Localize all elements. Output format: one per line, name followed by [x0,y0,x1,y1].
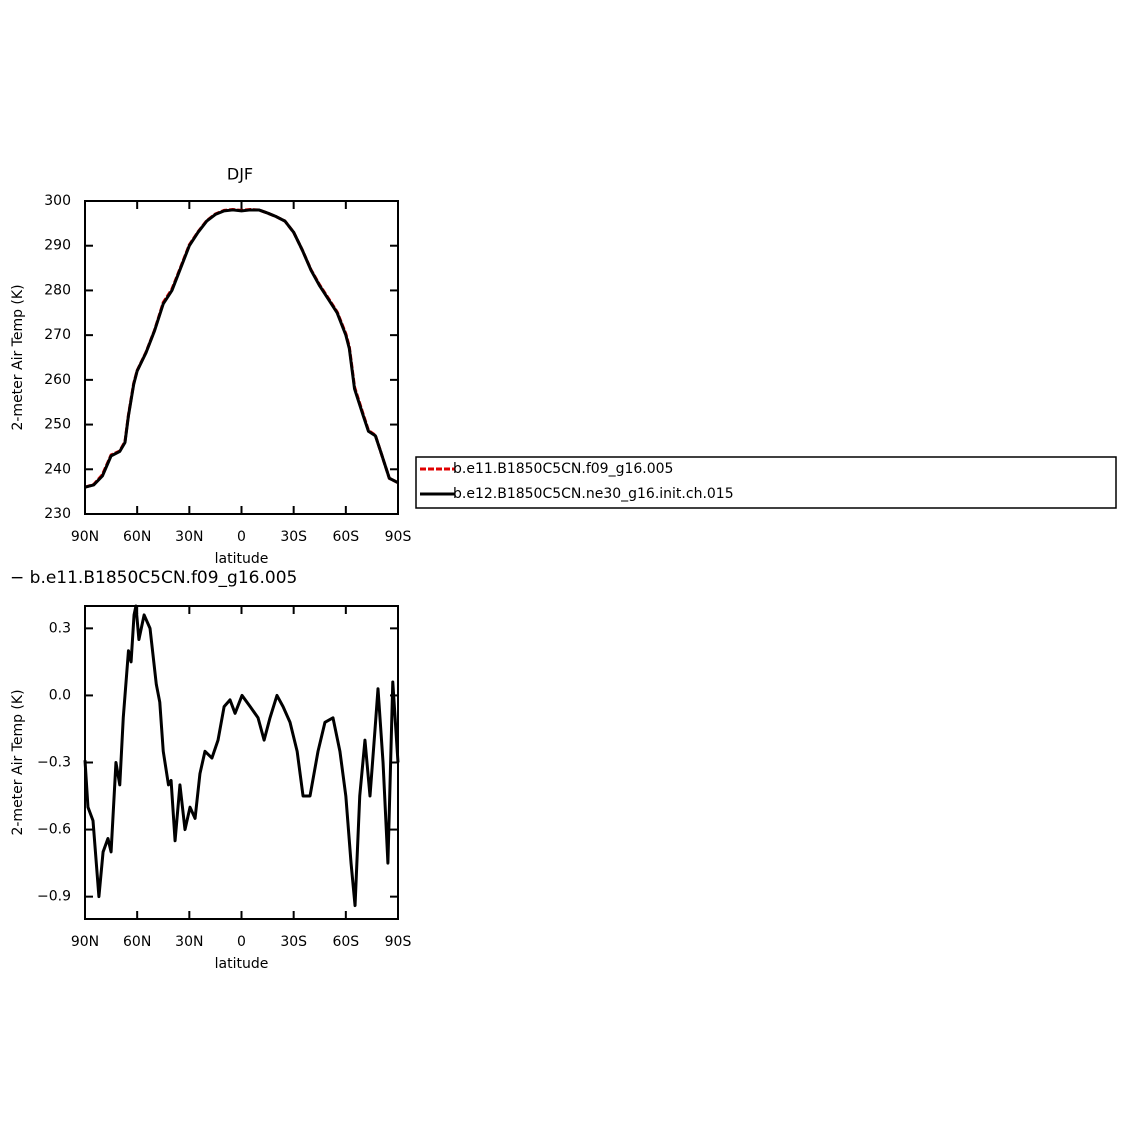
x-tick-label: 30S [280,529,307,545]
y-axis-label: 2-meter Air Temp (K) [10,689,26,835]
y-tick-label: 260 [44,372,71,388]
data-line [84,208,399,489]
data-line [83,604,400,908]
x-tick-label: 30N [175,934,203,950]
plot-frame [84,605,399,920]
y-tick-label: 300 [44,193,71,209]
x-tick-label: 90N [71,934,99,950]
y-tick-label: 290 [44,238,71,254]
y-tick-label: 270 [44,327,71,343]
plot-frame [84,200,399,515]
x-tick-label: 90N [71,529,99,545]
y-tick-label: 240 [44,461,71,477]
x-tick-label: 60N [123,529,151,545]
x-axis-label: latitude [215,551,269,567]
y-tick-label: −0.6 [37,822,71,838]
x-tick-label: 30S [280,934,307,950]
x-tick-label: 60S [332,934,359,950]
x-tick-label: 90S [385,529,412,545]
y-tick-label: 250 [44,417,71,433]
x-tick-label: 30N [175,529,203,545]
y-tick-label: 0.3 [49,620,71,636]
x-tick-label: 90S [385,934,412,950]
y-axis-label: 2-meter Air Temp (K) [10,284,26,430]
x-tick-label: 60N [123,934,151,950]
y-tick-label: −0.9 [37,889,71,905]
y-tick-label: 230 [44,506,71,522]
x-tick-label: 0 [237,934,246,950]
data-line [84,208,399,489]
legend-box [415,456,1117,509]
x-axis-label: latitude [215,956,269,972]
x-tick-label: 60S [332,529,359,545]
y-tick-label: −0.3 [37,755,71,771]
x-tick-label: 0 [237,529,246,545]
legend-label: b.e11.B1850C5CN.f09_g16.005 [453,461,673,477]
chart-title: − b.e11.B1850C5CN.f09_g16.005 [10,568,297,588]
chart-title: DJF [227,165,253,184]
y-tick-label: 280 [44,282,71,298]
legend-label: b.e12.B1850C5CN.ne30_g16.init.ch.015 [453,486,734,502]
y-tick-label: 0.0 [49,687,71,703]
